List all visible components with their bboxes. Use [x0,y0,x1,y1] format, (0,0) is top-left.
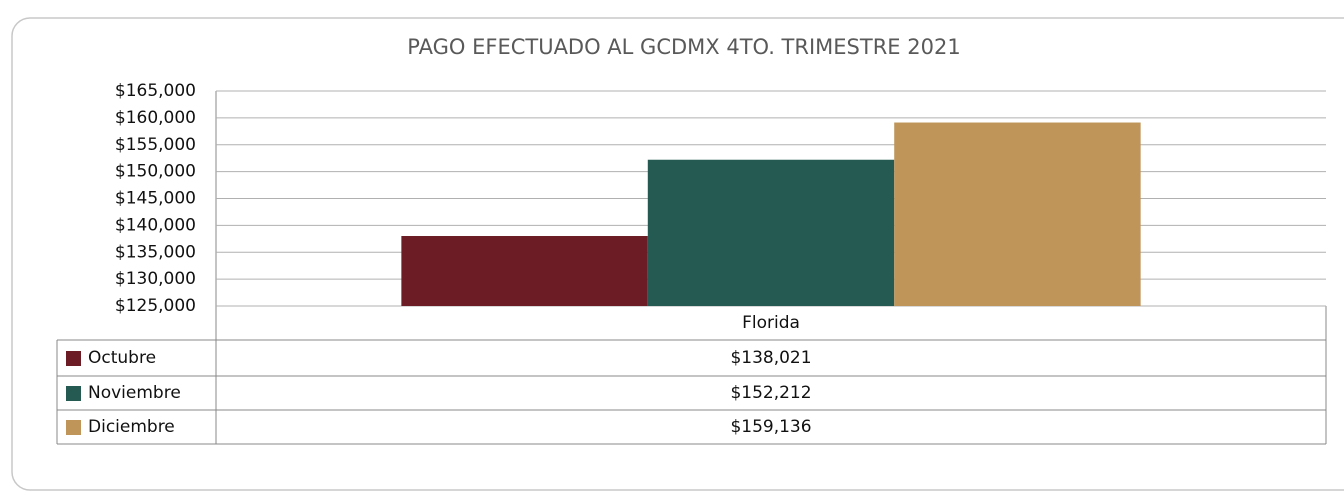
y-tick-label: $130,000 [115,269,196,289]
data-table-value: $138,021 [730,348,811,368]
y-tick-label: $165,000 [115,81,196,101]
y-tick-label: $160,000 [115,108,196,128]
legend-swatch [66,351,81,366]
data-table-value: $152,212 [730,383,811,403]
bar [401,236,648,306]
y-tick-label: $135,000 [115,242,196,262]
legend-label: Noviembre [88,383,181,403]
chart-title: PAGO EFECTUADO AL GCDMX 4TO. TRIMESTRE 2… [407,35,960,59]
legend-swatch [66,386,81,401]
y-tick-label: $145,000 [115,189,196,209]
data-table-lines [56,91,1327,445]
legend-label: Diciembre [88,417,175,437]
bar [647,159,895,306]
y-tick-label: $140,000 [115,215,196,235]
data-table-value: $159,136 [730,417,811,437]
legend-label: Octubre [88,348,156,368]
y-tick-label: $155,000 [115,135,196,155]
y-tick-label: $150,000 [115,162,196,182]
legend-swatch [66,420,81,435]
x-tick-label: Florida [742,313,800,333]
y-tick-label: $125,000 [115,296,196,316]
bar [894,122,1141,306]
